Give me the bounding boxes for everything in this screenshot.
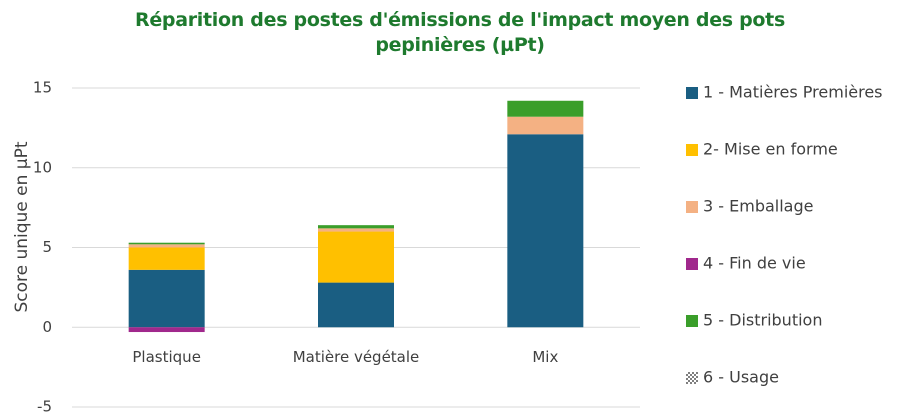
- chart-title: Réparition des postes d'émissions de l'i…: [135, 9, 785, 56]
- legend-swatch: [686, 201, 698, 213]
- bar-segment: [318, 228, 394, 232]
- y-tick-label: 10: [33, 158, 52, 176]
- y-tick-label: 5: [42, 238, 52, 256]
- legend-label: 4 - Fin de vie: [703, 254, 806, 273]
- bar-segment: [128, 242, 205, 245]
- bar-segment: [128, 269, 205, 328]
- x-tick-label: Mix: [532, 348, 558, 366]
- bar-segment: [507, 116, 584, 135]
- bar-segment: [507, 134, 584, 328]
- y-tick-label: -5: [37, 398, 52, 414]
- legend-label: 6 - Usage: [703, 368, 779, 387]
- bar-segment: [318, 231, 394, 283]
- y-tick-label: 15: [33, 79, 52, 97]
- legend-label: 1 - Matières Premières: [703, 83, 883, 102]
- legend-swatch: [686, 87, 698, 99]
- x-tick-label: Matière végétale: [293, 348, 420, 366]
- bar-segment: [128, 327, 205, 333]
- bar-segment: [507, 100, 584, 117]
- y-axis-label: Score unique en µPt: [12, 141, 32, 312]
- legend-swatch: [686, 258, 698, 270]
- legend-label: 5 - Distribution: [703, 311, 822, 330]
- legend-swatch: [686, 315, 698, 327]
- legend-label: 2- Mise en forme: [703, 140, 838, 159]
- bar-segment: [128, 247, 205, 270]
- legend-swatch: [686, 372, 698, 384]
- legend-label: 3 - Emballage: [703, 197, 813, 216]
- bar-segment: [128, 244, 205, 248]
- bar-segment: [318, 225, 394, 229]
- bar-segment: [318, 282, 394, 328]
- x-tick-label: Plastique: [132, 348, 201, 366]
- y-tick-label: 0: [42, 318, 52, 336]
- legend-swatch: [686, 144, 698, 156]
